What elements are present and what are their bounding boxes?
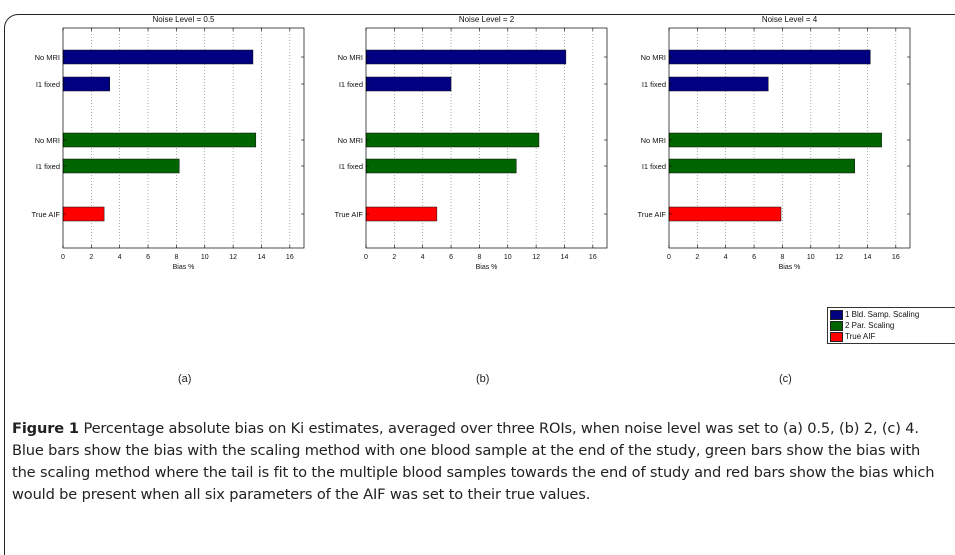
bar [668, 206, 782, 222]
x-tick-label: 12 [229, 254, 237, 261]
bar [365, 49, 567, 65]
figure-label: Figure 1 [12, 420, 79, 437]
bar [62, 158, 180, 174]
category-label: No MRI [641, 53, 666, 62]
x-tick-label: 10 [504, 254, 512, 261]
bar [668, 132, 882, 148]
legend-item: 1 Bld. Samp. Scaling [830, 309, 954, 320]
x-tick-label: 4 [724, 254, 728, 261]
chart-a: Noise Level = 0.5 0 2 4 6 8 10 12 14 16 No MRI I1 f… [32, 15, 305, 271]
x-tick-label: 10 [807, 254, 815, 261]
category-label: No MRI [338, 136, 363, 145]
legend-item: 2 Par. Scaling [830, 320, 954, 331]
panel-label-c: (c) [779, 373, 792, 385]
category-label: I1 fixed [36, 80, 60, 89]
plot-border [668, 27, 911, 249]
x-axis-label: Bias % [173, 264, 195, 271]
x-tick-label: 8 [780, 254, 784, 261]
x-tick-label: 12 [532, 254, 540, 261]
x-tick-label: 2 [89, 254, 93, 261]
bar [365, 76, 452, 92]
panel-label-b: (b) [476, 373, 490, 385]
x-tick-label: 2 [392, 254, 396, 261]
x-tick-label: 16 [589, 254, 597, 261]
x-tick-label: 6 [449, 254, 453, 261]
legend-swatch-green [830, 320, 843, 331]
legend-swatch-red [830, 331, 843, 342]
chart-title: Noise Level = 2 [459, 15, 515, 24]
bar [668, 49, 871, 65]
chart-panel-a: Noise Level = 0.5 0 2 4 6 8 10 12 14 16 No MRI I1 f… [28, 0, 328, 290]
caption-text: Percentage absolute bias on Ki estimates… [12, 420, 935, 503]
category-label: No MRI [35, 136, 60, 145]
x-tick-label: 6 [752, 254, 756, 261]
legend-item: True AIF [830, 331, 954, 342]
x-tick-label: 14 [864, 254, 872, 261]
x-tick-label: 0 [364, 254, 368, 261]
x-tick-label: 4 [421, 254, 425, 261]
bar [668, 76, 769, 92]
category-label: No MRI [641, 136, 666, 145]
x-tick-label: 14 [561, 254, 569, 261]
category-label: I1 fixed [642, 162, 666, 171]
panel-label-a: (a) [178, 373, 192, 385]
x-tick-label: 16 [286, 254, 294, 261]
category-label: I1 fixed [642, 80, 666, 89]
chart-panel-c: Noise Level = 4 0 2 4 6 8 10 12 14 16 No MRI I1 fix… [634, 0, 934, 290]
category-label: No MRI [35, 53, 60, 62]
bar [365, 158, 517, 174]
x-tick-label: 8 [174, 254, 178, 261]
x-axis-label: Bias % [779, 264, 801, 271]
plot-border [365, 27, 608, 249]
bar [62, 76, 111, 92]
x-tick-label: 8 [477, 254, 481, 261]
x-tick-label: 16 [892, 254, 900, 261]
bar [668, 158, 855, 174]
category-label: True AIF [638, 210, 667, 219]
x-tick-label: 2 [695, 254, 699, 261]
category-label: True AIF [335, 210, 364, 219]
category-label: No MRI [338, 53, 363, 62]
bar [62, 49, 254, 65]
x-tick-label: 4 [118, 254, 122, 261]
category-label: I1 fixed [36, 162, 60, 171]
legend-label: True AIF [845, 332, 876, 341]
chart-c: Noise Level = 4 0 2 4 6 8 10 12 14 16 No MRI I1 fix… [638, 15, 911, 271]
category-label: True AIF [32, 210, 61, 219]
chart-title: Noise Level = 0.5 [152, 15, 215, 24]
bar [62, 206, 105, 222]
chart-title: Noise Level = 4 [762, 15, 818, 24]
plot-border [62, 27, 305, 249]
x-axis-label: Bias % [476, 264, 498, 271]
x-tick-label: 10 [201, 254, 209, 261]
figure-frame [4, 14, 955, 555]
figure-caption: Figure 1 Percentage absolute bias on Ki … [12, 418, 944, 506]
chart-panel-b: Noise Level = 2 0 2 4 6 8 10 12 14 16 No MRI I1 fix… [331, 0, 631, 290]
x-tick-label: 6 [146, 254, 150, 261]
legend-label: 1 Bld. Samp. Scaling [845, 310, 920, 319]
x-tick-label: 12 [835, 254, 843, 261]
bar [365, 132, 540, 148]
legend-swatch-blue [830, 309, 843, 320]
chart-legend: 1 Bld. Samp. Scaling 2 Par. Scaling True… [827, 307, 955, 344]
chart-b: Noise Level = 2 0 2 4 6 8 10 12 14 16 No MRI I1 fix… [335, 15, 608, 271]
bar [365, 206, 438, 222]
x-tick-label: 14 [258, 254, 266, 261]
bar [62, 132, 257, 148]
x-tick-label: 0 [61, 254, 65, 261]
category-label: I1 fixed [339, 162, 363, 171]
category-label: I1 fixed [339, 80, 363, 89]
legend-label: 2 Par. Scaling [845, 321, 895, 330]
x-tick-label: 0 [667, 254, 671, 261]
